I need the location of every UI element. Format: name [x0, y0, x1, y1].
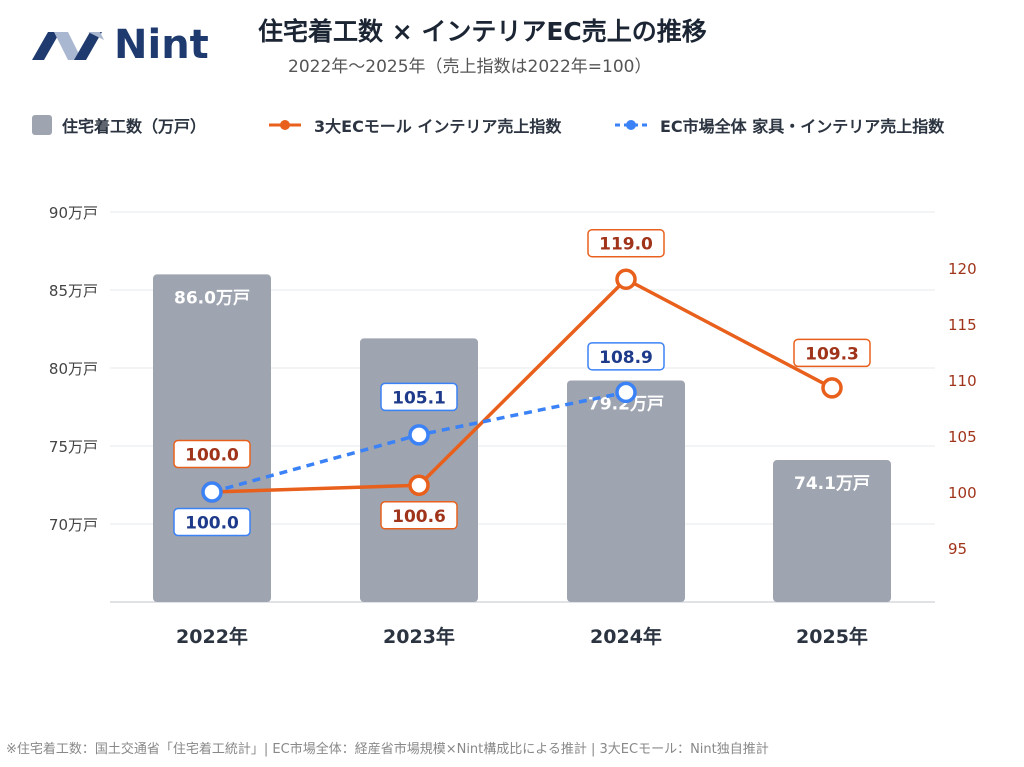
bar: [360, 338, 478, 602]
legend-item-housing: 住宅着工数（万戸）: [32, 112, 206, 138]
legend-bar-swatch-icon: [32, 115, 52, 135]
data-label-mall-index: 119.0: [599, 235, 653, 255]
right-tick-label: 100: [948, 484, 977, 502]
left-tick-label: 90万戸: [49, 204, 98, 222]
data-label-ec-market: 108.9: [599, 348, 653, 368]
point-ec-market: [408, 424, 430, 446]
data-label-mall-index-box: [380, 501, 458, 530]
logo-text: Nint: [114, 22, 209, 68]
left-tick-label: 80万戸: [49, 360, 98, 378]
chart-title: 住宅着工数 × インテリアEC売上の推移: [258, 17, 707, 46]
legend-item-mall-index: 3大ECモール インテリア売上指数: [268, 112, 561, 138]
x-tick-label: 2024年: [590, 625, 662, 648]
series-line-mall-index: [211, 277, 833, 494]
data-label-mall-index: 109.3: [805, 344, 859, 364]
point-mall-index: [408, 474, 430, 497]
right-tick-label: 105: [948, 428, 977, 446]
right-tick-label: 110: [948, 372, 977, 390]
right-tick-label: 120: [948, 260, 977, 278]
x-tick-label: 2023年: [383, 625, 455, 648]
data-label-ec-market-box: [380, 382, 458, 412]
chart-subtitle: 2022年〜2025年（売上指数は2022年=100）: [288, 57, 652, 77]
point-ec-market: [201, 481, 223, 503]
nint-logo: Nint: [32, 22, 209, 68]
point-mall-index: [615, 268, 637, 290]
right-tick-label: 115: [948, 316, 977, 334]
point-mall-index: [821, 377, 843, 399]
footnote: ※住宅着工数：国土交通省「住宅着工統計」| EC市場全体：経産省市場規模×Nin…: [6, 742, 769, 757]
data-label-mall-index: 100.0: [185, 446, 239, 466]
legend-label-ec-market: EC市場全体 家具・インテリア売上指数: [660, 117, 945, 136]
data-label-ec-market: 105.1: [392, 388, 446, 408]
data-label-ec-market: 100.0: [185, 514, 239, 534]
legend-dashed-line-icon: [615, 120, 647, 130]
data-label-mall-index-box: [793, 338, 871, 368]
legend-label-mall-index: 3大ECモール インテリア売上指数: [314, 117, 562, 136]
bar: [567, 380, 685, 602]
point-ec-market: [615, 381, 637, 404]
bar: [153, 274, 271, 602]
logo-mark-icon: [32, 32, 104, 60]
legend-label-housing: 住宅着工数（万戸）: [62, 117, 207, 136]
data-label-mall-index: 100.6: [392, 507, 446, 527]
bar-label: 74.1万戸: [794, 474, 870, 494]
left-tick-label: 75万戸: [49, 438, 98, 456]
left-tick-label: 70万戸: [49, 516, 98, 534]
bar: [773, 460, 891, 602]
x-tick-label: 2022年: [176, 625, 248, 648]
legend-solid-line-icon: [269, 120, 301, 130]
bar-label: 86.0万戸: [174, 288, 250, 308]
bar-label: 79.2万戸: [588, 394, 664, 414]
data-label-ec-market-box: [587, 342, 665, 371]
legend-item-ec-market: EC市場全体 家具・インテリア売上指数: [614, 112, 944, 138]
left-tick-label: 85万戸: [49, 282, 98, 300]
x-tick-label: 2025年: [796, 625, 868, 648]
data-label-mall-index-box: [587, 228, 665, 258]
data-label-mall-index-box: [173, 439, 251, 469]
right-tick-label: 95: [948, 540, 967, 558]
data-label-ec-market-box: [173, 507, 251, 537]
